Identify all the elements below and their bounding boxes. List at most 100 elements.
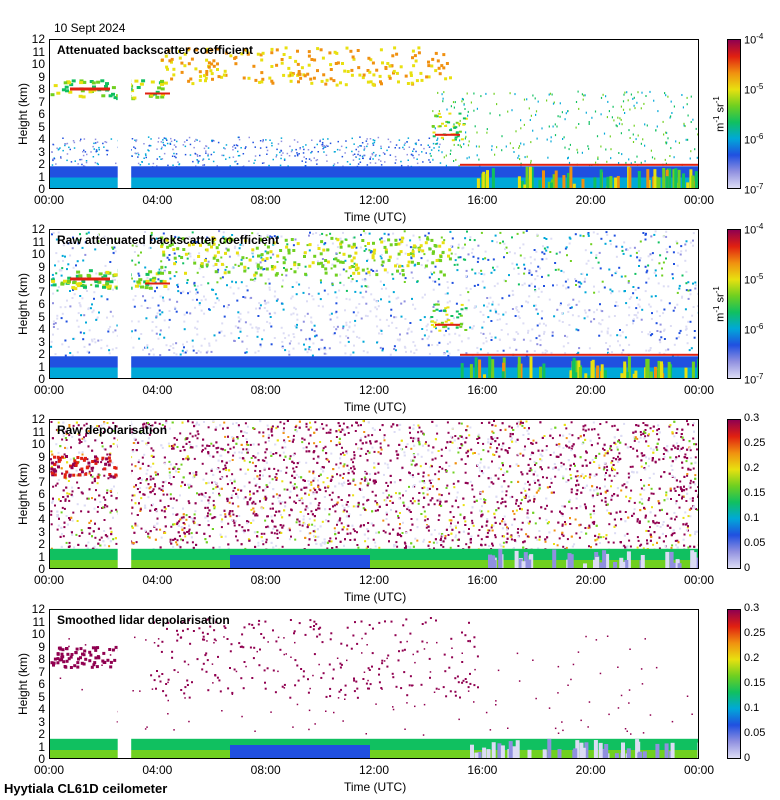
noise-pixel [642, 232, 645, 234]
cloud-pixel [432, 135, 436, 138]
noise-pixel [188, 532, 191, 535]
noise-pixel [88, 351, 91, 354]
noise-pixel [142, 348, 144, 351]
noise-pixel [372, 270, 375, 272]
noise-pixel [158, 137, 160, 139]
noise-pixel [457, 243, 460, 246]
noise-pixel [78, 302, 81, 304]
noise-pixel [446, 301, 449, 304]
noise-pixel [432, 158, 434, 161]
noise-pixel [345, 503, 348, 506]
noise-pixel [451, 281, 454, 284]
noise-pixel [651, 333, 654, 336]
noise-pixel [352, 330, 355, 333]
noise-pixel [249, 323, 252, 326]
noise-pixel [549, 92, 551, 95]
noise-pixel [530, 273, 533, 276]
noise-pixel [305, 158, 307, 160]
cloud-pixel [240, 52, 244, 56]
noise-pixel [110, 138, 113, 140]
noise-pixel [623, 93, 625, 96]
noise-pixel [291, 295, 294, 298]
noise-pixel [543, 252, 546, 255]
colorbar-unit: m-1 sr-1 [712, 96, 727, 132]
noise-pixel [199, 155, 201, 157]
noise-pixel [311, 295, 314, 298]
cloud-pixel [460, 323, 463, 326]
noise-pixel [687, 289, 690, 292]
noise-pixel [638, 305, 641, 308]
noise-pixel [440, 236, 443, 239]
bl-plume [672, 169, 676, 188]
cloud-pixel [170, 60, 173, 64]
noise-pixel [375, 440, 378, 443]
noise-pixel [363, 146, 366, 148]
noise-pixel [274, 290, 277, 293]
noise-pixel [548, 298, 551, 301]
noise-pixel [458, 164, 460, 167]
noise-pixel [360, 233, 362, 236]
cloud-pixel [105, 279, 110, 283]
noise-pixel [239, 312, 242, 315]
cloud-pixel [134, 284, 139, 288]
noise-pixel [144, 299, 147, 302]
noise-pixel [239, 318, 242, 321]
noise-pixel [64, 143, 66, 145]
noise-pixel [57, 451, 60, 454]
noise-pixel [405, 350, 407, 353]
noise-pixel [303, 148, 305, 151]
cloud-pixel [216, 258, 220, 262]
cloud-pixel [312, 76, 316, 80]
noise-pixel [220, 447, 223, 450]
colorbar [727, 229, 741, 379]
noise-pixel [692, 239, 694, 242]
noise-pixel [645, 349, 648, 352]
noise-pixel [229, 165, 231, 167]
cloud-pixel [259, 273, 263, 277]
noise-pixel [236, 299, 239, 302]
cloud-pixel [292, 249, 296, 252]
noise-pixel [333, 332, 336, 335]
noise-pixel [176, 523, 179, 526]
cloud-pixel [369, 58, 373, 62]
noise-pixel [662, 120, 664, 123]
noise-pixel [659, 341, 662, 344]
noise-pixel [184, 145, 187, 148]
cloud-pixel [409, 252, 413, 256]
noise-pixel [55, 238, 58, 241]
noise-pixel [175, 156, 177, 159]
noise-pixel [687, 281, 690, 284]
noise-pixel [83, 149, 85, 152]
cloud-pixel [406, 264, 410, 268]
noise-pixel [627, 281, 630, 284]
noise-pixel [402, 146, 404, 149]
noise-pixel [263, 268, 266, 270]
noise-pixel [200, 284, 203, 286]
bl-plume [525, 166, 529, 188]
bl-plume [538, 180, 542, 188]
cloud-pixel [63, 279, 67, 283]
noise-pixel [432, 288, 435, 291]
noise-pixel [66, 299, 68, 302]
noise-pixel [204, 447, 207, 450]
noise-pixel [290, 297, 293, 300]
noise-pixel [194, 140, 196, 142]
cloud-pixel [310, 58, 314, 61]
cloud-pixel [321, 264, 325, 268]
bl-plume [469, 364, 473, 378]
noise-pixel [268, 286, 271, 289]
cloud-pixel [207, 242, 211, 246]
cloud-pixel [163, 285, 168, 288]
noise-pixel [457, 349, 460, 352]
noise-pixel [231, 234, 234, 236]
cloud-pixel [441, 122, 444, 125]
noise-pixel [303, 156, 305, 158]
noise-pixel [246, 335, 249, 337]
noise-pixel [669, 155, 671, 157]
cloud-pixel [442, 273, 446, 277]
noise-pixel [336, 246, 339, 249]
noise-pixel [159, 354, 162, 357]
noise-pixel [251, 461, 254, 464]
noise-pixel [363, 479, 366, 482]
noise-pixel [656, 310, 659, 313]
